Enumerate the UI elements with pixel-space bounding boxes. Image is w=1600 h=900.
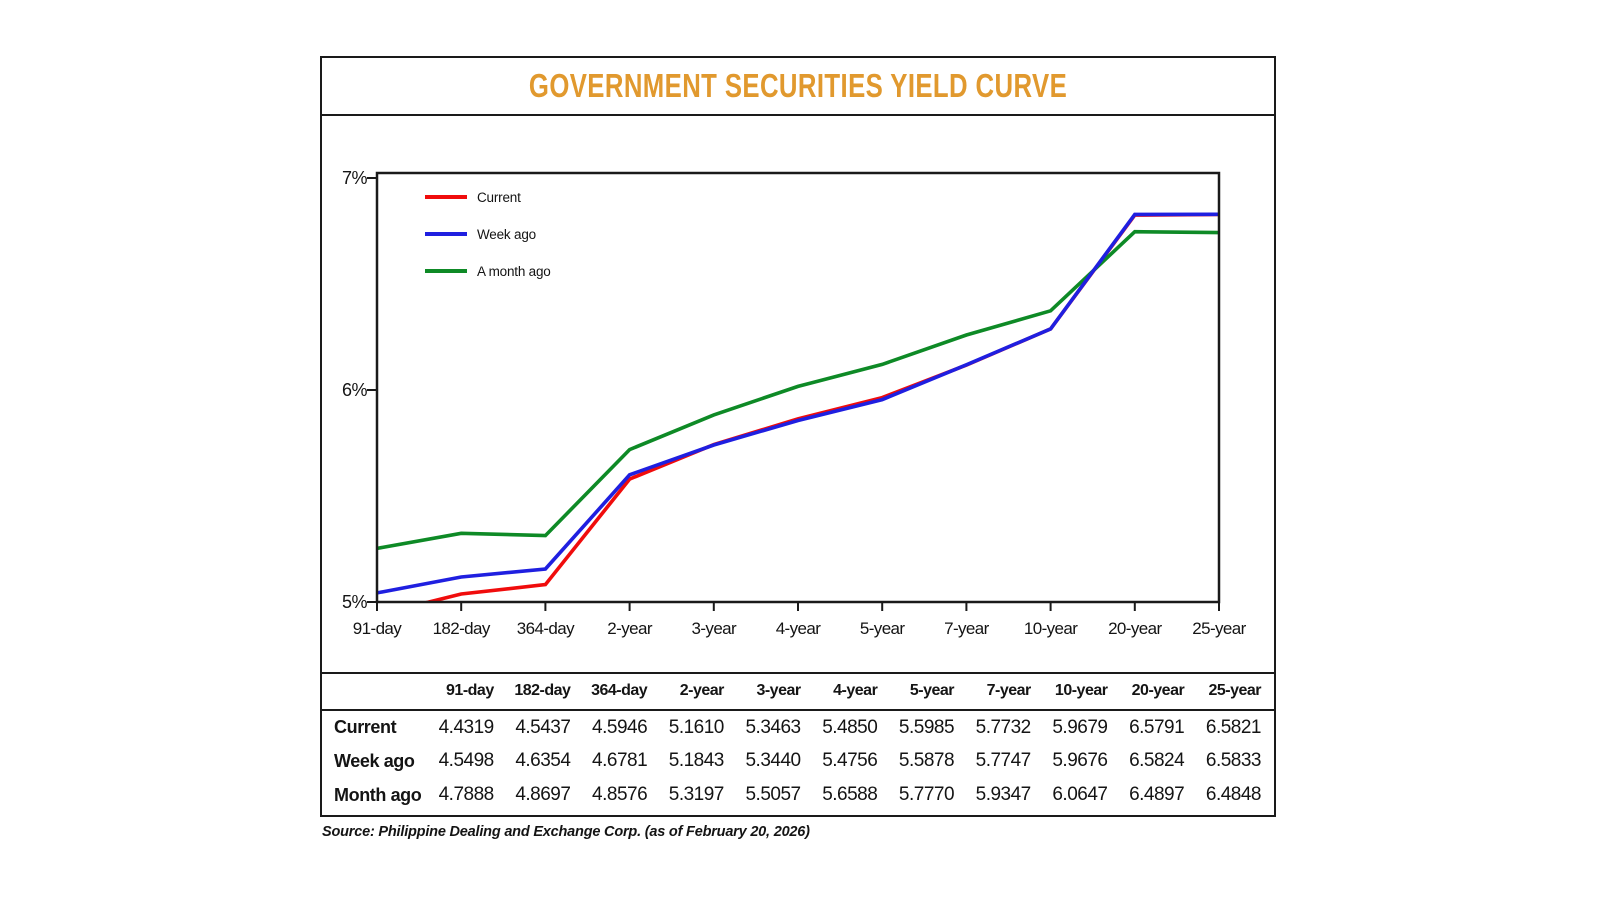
- chart-title: GOVERNMENT SECURITIES YIELD CURVE: [528, 67, 1068, 104]
- plot-border: [375, 171, 1221, 604]
- table-value-cell: 4.6354: [515, 750, 571, 771]
- table-header-cell: 182-day: [506, 673, 584, 711]
- table-value-cell: 4.6781: [592, 750, 648, 771]
- table-value-cell: 5.4850: [822, 716, 878, 738]
- table-value-cell: 5.9347: [975, 784, 1032, 805]
- table-value-cell: 6.4897: [1129, 784, 1185, 805]
- table-value-cell: 6.5833: [1205, 750, 1262, 771]
- series-line-a-month-ago: [377, 229, 1219, 551]
- table-value-cell: 5.7770: [898, 784, 955, 805]
- table-header-cell: 7-year: [967, 673, 1044, 711]
- table-value-cell: 5.1843: [668, 750, 725, 771]
- table-header-cell: 20-year: [1120, 673, 1198, 711]
- table-header-cell: 25-year: [1197, 673, 1274, 711]
- x-axis-label-2-year: 2-year: [607, 619, 652, 638]
- axis-ticks: [367, 177, 1220, 611]
- y-axis-label-5: 5%: [341, 592, 368, 612]
- table-value-cell: 5.5985: [898, 716, 955, 738]
- table-value-cell: 5.6588: [822, 784, 878, 805]
- table-value-cell: 6.5791: [1129, 716, 1185, 738]
- x-axis-label-182-day: 182-day: [432, 619, 491, 638]
- table-value-cell: 5.7747: [975, 750, 1032, 771]
- table-header-row: 91-day 182-day 364-day 2-year 3-year 4-year 5-…: [322, 673, 1274, 711]
- legend-label: Current: [477, 189, 521, 205]
- table-value-cell: 5.5878: [898, 750, 955, 771]
- legend-swatch-icon: [425, 195, 467, 199]
- table-value-cell: 5.9676: [1052, 750, 1108, 771]
- table-header-cell: 4-year: [813, 673, 891, 711]
- legend-swatch-icon: [425, 232, 467, 236]
- table-row: Month ago 4.7888 4.8697 4.8576 5.3197 5.5057 5…: [322, 778, 1274, 812]
- x-axis-label-3-year: 3-year: [691, 619, 737, 638]
- table-value-cell: 5.3463: [745, 716, 801, 738]
- chart-panel: GOVERNMENT SECURITIES YIELD CURVE 7% 6% …: [320, 56, 1276, 817]
- table-row: Current 4.4319 4.5437 4.5946 5.1610 5.3463 5.4…: [322, 710, 1274, 744]
- legend-item: A month ago: [425, 263, 551, 279]
- table-value-cell: 4.4319: [438, 716, 495, 738]
- table-header-cell: 10-year: [1043, 673, 1121, 711]
- table-corner-cell: [322, 673, 430, 711]
- table-row: Week ago 4.5498 4.6354 4.6781 5.1843 5.3440 5.…: [322, 744, 1274, 778]
- legend-label: Week ago: [477, 226, 536, 242]
- table-header-cell: 91-day: [430, 673, 507, 711]
- x-axis-label-20-year: 20-year: [1108, 619, 1162, 638]
- x-axis-label-25-year: 25-year: [1192, 619, 1246, 638]
- series-line-week-ago: [377, 212, 1219, 595]
- table-value-cell: 5.4756: [822, 750, 878, 771]
- x-axis-label-5-year: 5-year: [859, 619, 905, 638]
- table-value-cell: 5.1610: [668, 716, 725, 738]
- table-value-cell: 5.5057: [745, 784, 801, 805]
- legend-item: Current: [425, 189, 521, 205]
- plot-lines: [377, 212, 1219, 602]
- x-axis-label-10-year: 10-year: [1023, 619, 1078, 638]
- table-value-cell: 4.8576: [592, 784, 648, 805]
- table-value-cell: 6.4848: [1205, 784, 1262, 805]
- legend: Current Week ago A month ago: [425, 189, 655, 285]
- table-value-cell: 6.0647: [1052, 784, 1108, 805]
- table-value-cell: 5.3440: [745, 750, 801, 771]
- source-note: Source: Philippine Dealing and Exchange …: [322, 824, 810, 840]
- x-axis-label-7-year: 7-year: [944, 619, 989, 638]
- x-axis-label-364-day: 364-day: [516, 619, 575, 638]
- table-row-label: Month ago: [334, 784, 422, 805]
- legend-label: A month ago: [477, 263, 551, 279]
- legend-item: Week ago: [425, 226, 536, 242]
- table-value-cell: 4.7888: [438, 784, 495, 805]
- table-header-cell: 3-year: [736, 673, 814, 711]
- y-axis-label-7: 7%: [341, 168, 368, 188]
- table-value-cell: 4.8697: [515, 784, 571, 805]
- table-header-cell: 364-day: [583, 673, 661, 711]
- table-value-cell: 5.3197: [668, 784, 725, 805]
- yield-table: 91-day 182-day 364-day 2-year 3-year 4-year 5-…: [322, 672, 1274, 812]
- table-header-cell: 2-year: [660, 673, 737, 711]
- table-header-cell: 5-year: [890, 673, 968, 711]
- table-row-label: Current: [334, 717, 397, 737]
- table-value-cell: 5.9679: [1052, 716, 1108, 738]
- table-value-cell: 4.5437: [515, 716, 571, 738]
- table-value-cell: 4.5498: [438, 750, 495, 771]
- yield-curve-plot: [367, 171, 1221, 611]
- table-row-label: Week ago: [334, 750, 415, 771]
- table-value-cell: 6.5821: [1205, 716, 1262, 738]
- table-value-cell: 4.5946: [592, 716, 648, 738]
- table-value-cell: 5.7732: [975, 716, 1032, 738]
- legend-swatch-icon: [425, 269, 467, 273]
- x-axis-label-91-day: 91-day: [352, 619, 402, 638]
- table-value-cell: 6.5824: [1129, 750, 1185, 771]
- y-axis-label-6: 6%: [341, 380, 368, 400]
- title-band: GOVERNMENT SECURITIES YIELD CURVE: [322, 58, 1274, 116]
- x-axis-label-4-year: 4-year: [775, 619, 821, 638]
